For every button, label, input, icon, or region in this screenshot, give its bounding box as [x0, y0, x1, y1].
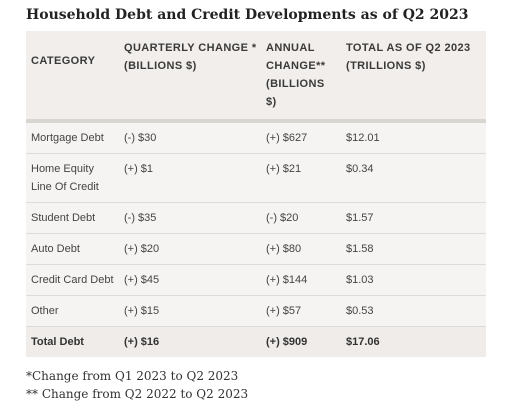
cell-quarterly: (+) $1	[119, 153, 261, 203]
table-row: Mortgage Debt (-) $30 (+) $627 $12.01	[26, 121, 486, 154]
cell-annual: (+) $80	[261, 233, 341, 265]
table-row: Home Equity Line Of Credit (+) $1 (+) $2…	[26, 153, 486, 203]
cell-total: $1.03	[341, 264, 486, 296]
cell-category: Student Debt	[26, 202, 119, 234]
header-annual-change: ANNUAL CHANGE** (BILLIONS $)	[261, 31, 341, 123]
footnote-annual: ** Change from Q2 2022 to Q2 2023	[26, 387, 249, 401]
cell-annual: (+) $627	[261, 121, 341, 154]
cell-quarterly: (-) $30	[119, 121, 261, 154]
cell-annual: (+) $57	[261, 295, 341, 327]
table-row: Other (+) $15 (+) $57 $0.53	[26, 295, 486, 327]
cell-category: Credit Card Debt	[26, 264, 119, 296]
debt-table-container: CATEGORY QUARTERLY CHANGE * (BILLIONS $)…	[26, 31, 486, 357]
table-row: Auto Debt (+) $20 (+) $80 $1.58	[26, 233, 486, 265]
cell-annual: (+) $909	[266, 336, 308, 348]
debt-table: CATEGORY QUARTERLY CHANGE * (BILLIONS $)…	[26, 31, 486, 357]
cell-quarterly: (+) $45	[119, 264, 261, 296]
table-row: Credit Card Debt (+) $45 (+) $144 $1.03	[26, 264, 486, 296]
header-total: TOTAL AS OF Q2 2023 (TRILLIONS $)	[341, 31, 486, 123]
table-header-row: CATEGORY QUARTERLY CHANGE * (BILLIONS $)…	[26, 31, 486, 123]
cell-category: Other	[26, 295, 119, 327]
cell-quarterly: (-) $35	[119, 202, 261, 234]
footnote-quarterly: *Change from Q1 2023 to Q2 2023	[26, 369, 239, 383]
page-title: Household Debt and Credit Developments a…	[26, 7, 469, 23]
cell-category: Mortgage Debt	[26, 121, 119, 154]
cell-quarterly: (+) $15	[119, 295, 261, 327]
cell-total: $0.53	[341, 295, 486, 327]
header-category: CATEGORY	[26, 31, 119, 123]
cell-total: $17.06	[346, 336, 380, 348]
table-row: Student Debt (-) $35 (-) $20 $1.57	[26, 202, 486, 234]
cell-category: Auto Debt	[26, 233, 119, 265]
cell-total: $1.57	[341, 202, 486, 234]
footnotes: *Change from Q1 2023 to Q2 2023 ** Chang…	[26, 367, 248, 403]
cell-annual: (+) $21	[261, 153, 341, 203]
cell-annual: (+) $144	[261, 264, 341, 296]
table-total-row: Total Debt (+) $16 (+) $909 $17.06	[26, 326, 486, 357]
cell-category: Total Debt	[31, 336, 84, 348]
header-quarterly-change: QUARTERLY CHANGE * (BILLIONS $)	[119, 31, 261, 123]
cell-category: Home Equity Line Of Credit	[26, 153, 119, 203]
cell-quarterly: (+) $16	[124, 336, 160, 348]
cell-quarterly: (+) $20	[119, 233, 261, 265]
cell-annual: (-) $20	[261, 202, 341, 234]
cell-total: $12.01	[341, 121, 486, 154]
cell-total: $1.58	[341, 233, 486, 265]
cell-total: $0.34	[341, 153, 486, 203]
